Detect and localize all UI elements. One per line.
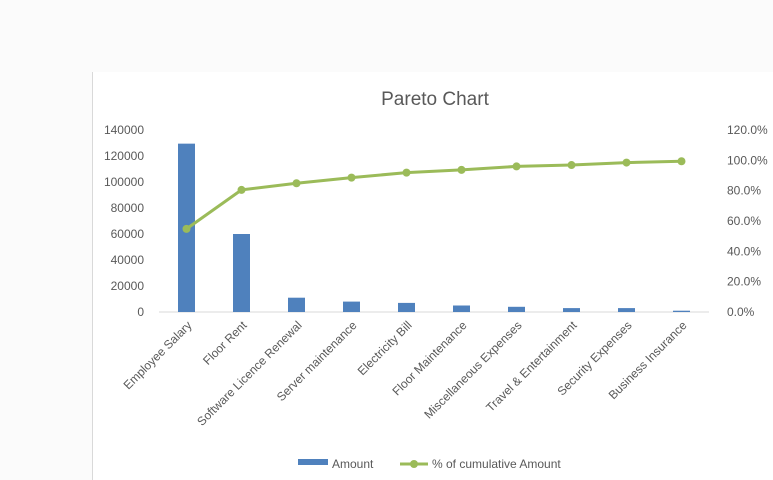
cumulative-point (677, 157, 686, 166)
cumulative-point (347, 173, 356, 182)
cumulative-point (622, 158, 631, 167)
left-tick-label: 60000 (111, 227, 145, 241)
pareto-chart: Pareto Chart 0 20000 40000 60000 80000 100000… (104, 89, 768, 471)
left-tick-label: 140000 (104, 123, 144, 137)
left-axis: 0 20000 40000 60000 80000 100000 120000 140000 (104, 123, 144, 319)
amount-bar (343, 301, 360, 312)
cumulative-point (402, 168, 411, 177)
left-tick-label: 80000 (111, 201, 145, 215)
x-category-label: Travel & Entertainment (483, 318, 580, 415)
cumulative-point (567, 161, 576, 170)
right-tick-label: 40.0% (727, 244, 761, 258)
amount-bar (508, 306, 525, 312)
amount-bar (288, 297, 305, 312)
cumulative-point (512, 162, 521, 171)
cumulative-line (185, 159, 682, 231)
amount-bar (673, 310, 690, 312)
cumulative-point (182, 224, 191, 233)
amount-bar (398, 302, 415, 312)
x-category-label: Miscellaneous Expenses (421, 318, 524, 421)
left-tick-label: 120000 (104, 149, 144, 163)
right-tick-label: 20.0% (727, 275, 761, 289)
x-category-label: Floor Rent (200, 318, 250, 368)
left-tick-label: 0 (137, 305, 144, 319)
legend-cumulative-label: % of cumulative Amount (432, 457, 561, 471)
legend-amount-swatch (298, 459, 328, 465)
cumulative-point (292, 179, 301, 188)
right-tick-label: 100.0% (727, 153, 768, 167)
right-tick-label: 60.0% (727, 214, 761, 228)
right-axis: 0.0% 20.0% 40.0% 60.0% 80.0% 100.0% 120.0% (727, 123, 768, 319)
amount-bar (233, 234, 250, 312)
left-tick-label: 100000 (104, 175, 144, 189)
legend-amount-label: Amount (332, 457, 374, 471)
legend-cumulative-marker (410, 460, 418, 468)
chart-area: Pareto Chart 0 20000 40000 60000 80000 100000… (92, 72, 773, 480)
x-category-label: Electricity Bill (355, 318, 415, 378)
amount-bars (178, 143, 690, 312)
right-tick-label: 80.0% (727, 184, 761, 198)
amount-bar (618, 308, 635, 312)
left-tick-label: 20000 (111, 279, 145, 293)
amount-bar (563, 308, 580, 312)
cumulative-point (237, 185, 246, 194)
amount-bar (453, 305, 470, 312)
right-tick-label: 0.0% (727, 305, 755, 319)
x-category-label: Software Licence Renewal (194, 318, 304, 428)
legend: Amount % of cumulative Amount (298, 457, 561, 471)
x-category-label: Employee Salary (121, 318, 195, 392)
cumulative-line-series (182, 157, 686, 233)
chart-title: Pareto Chart (381, 89, 489, 110)
right-tick-label: 120.0% (727, 123, 768, 137)
cumulative-point (457, 165, 466, 174)
left-tick-label: 40000 (111, 253, 145, 267)
